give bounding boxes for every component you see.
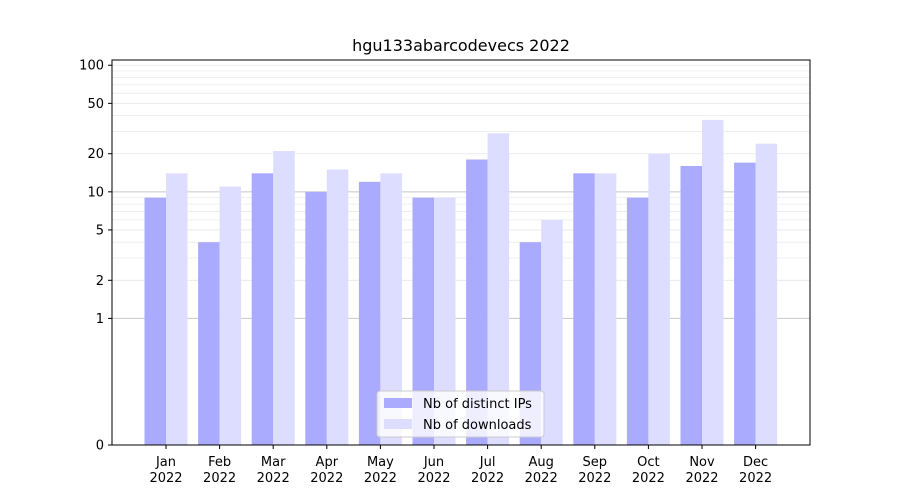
bar-downloads [541,219,563,445]
y-tick-label: 1 [96,312,104,327]
x-tick-label-year: 2022 [417,471,450,486]
plot-frame [111,59,811,446]
x-tick-label-month: Nov [689,455,715,470]
legend: Nb of distinct IPs Nb of downloads [376,390,545,438]
x-tick-label-year: 2022 [310,471,343,486]
y-tick-label: 10 [87,185,104,200]
bar-distinct-ips [251,173,274,445]
bar-distinct-ips [305,191,327,445]
y-tick-label: 20 [87,147,104,162]
legend-swatch-downloads [384,419,412,429]
bar-downloads [434,197,456,445]
chart-title: hgu133abarcodevecs 2022 [352,36,570,55]
x-tick-label-year: 2022 [471,471,504,486]
x-tick-label-year: 2022 [364,471,397,486]
y-tick-label: 0 [96,439,104,454]
x-tick-label-year: 2022 [685,471,718,486]
legend-label-downloads: Nb of downloads [423,418,532,433]
bar-downloads [273,151,295,445]
y-tick-label: 5 [96,223,104,238]
legend-label-distinct-ips: Nb of distinct IPs [423,397,532,412]
x-tick-label-year: 2022 [632,471,665,486]
x-tick-label-month: Jun [423,455,444,470]
legend-swatch-distinct-ips [384,398,412,408]
bar-downloads [702,119,724,445]
x-tick-label-month: Aug [529,455,554,470]
x-tick-label-year: 2022 [578,471,611,486]
bar-distinct-ips [626,197,649,445]
bar-distinct-ips [412,197,434,445]
bar-distinct-ips [680,165,702,446]
y-tick-label: 50 [87,97,104,112]
legend-box [376,390,545,438]
x-tick-label-month: May [367,455,394,470]
bar-distinct-ips [573,173,595,445]
x-tick-label-year: 2022 [203,471,236,486]
x-tick-label-month: Mar [261,455,286,470]
bar-distinct-ips [734,162,756,445]
y-tick-label: 2 [96,274,104,289]
x-tick-label-month: Feb [208,455,231,470]
x-tick-label-year: 2022 [257,471,290,486]
x-tick-label-month: Apr [316,455,339,470]
bar-downloads [166,173,188,445]
bar-downloads [219,186,242,446]
x-tick-label-year: 2022 [739,471,772,486]
x-tick-label-month: Jul [479,455,496,470]
bar-distinct-ips [466,159,488,445]
y-tick-label: 100 [79,59,104,74]
x-tick-label-month: Jan [155,455,176,470]
x-tick-label-month: Sep [583,455,608,470]
x-tick-label-month: Oct [637,455,659,470]
x-tick-label-year: 2022 [525,471,558,486]
x-tick-label-month: Dec [743,455,768,470]
bar-downloads [755,143,778,445]
bar-distinct-ips [144,197,166,445]
bar-downloads [648,153,670,446]
bar-distinct-ips [198,242,220,445]
bar-downloads [326,169,349,445]
bar-downloads [380,173,402,445]
bar-downloads [487,133,510,445]
bar-downloads [594,173,617,445]
bar-distinct-ips [358,181,381,445]
x-tick-label-year: 2022 [149,471,182,486]
